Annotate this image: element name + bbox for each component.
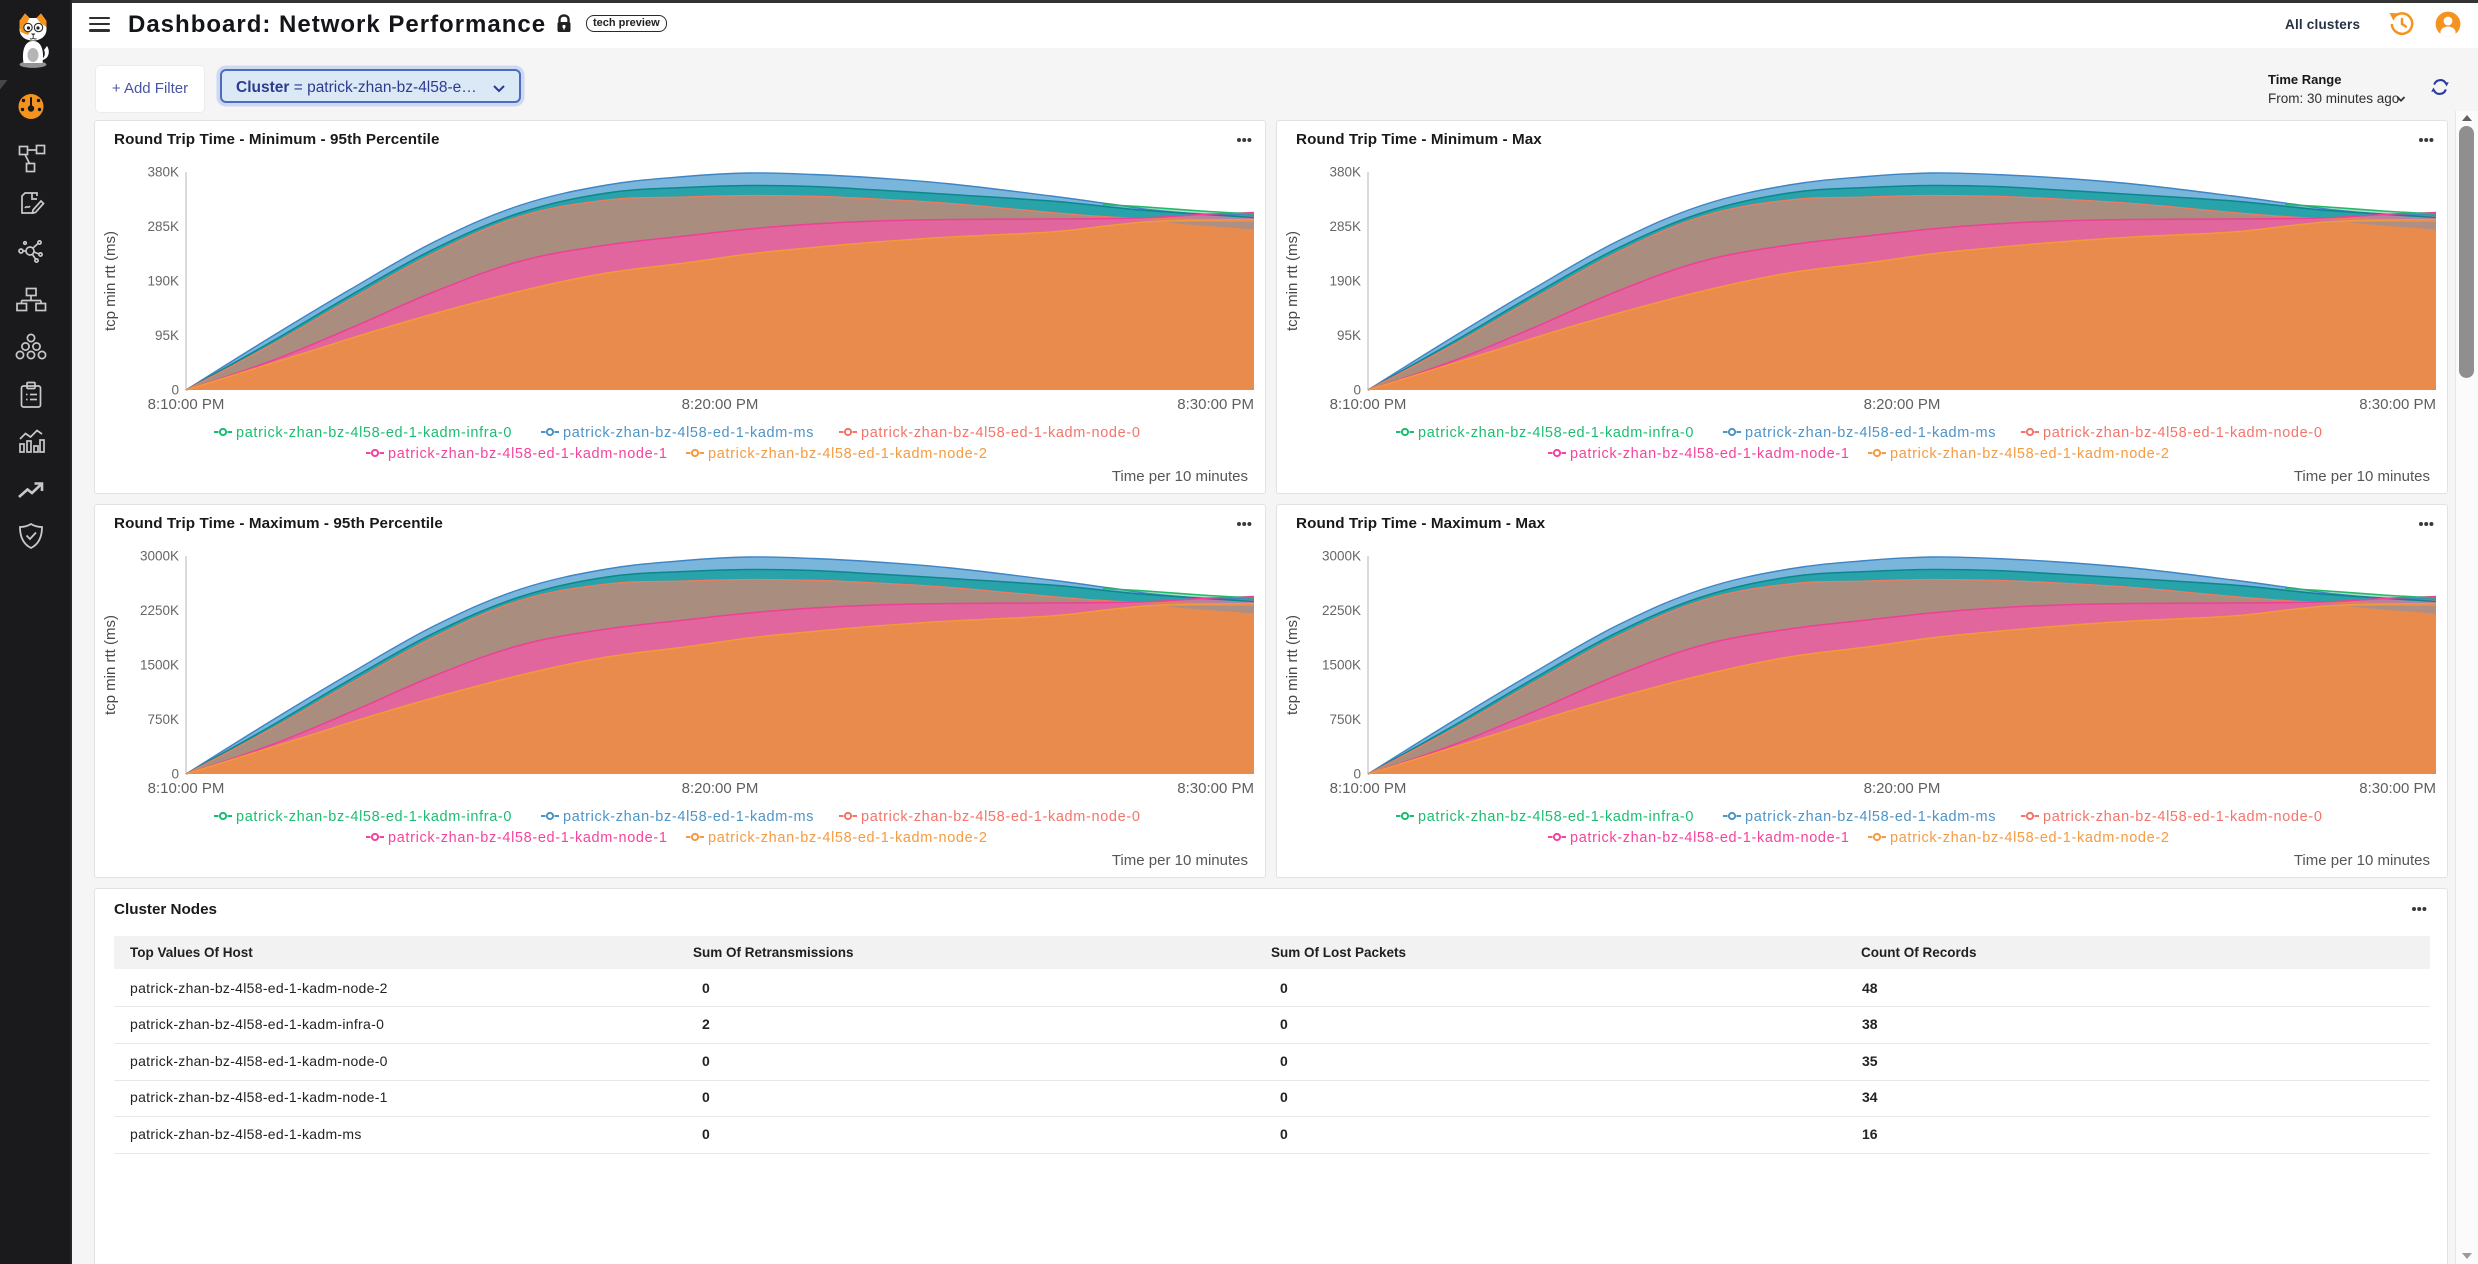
svg-text:285K: 285K bbox=[147, 219, 179, 234]
svg-text:patrick-zhan-bz-4l58-ed-1-kadm: patrick-zhan-bz-4l58-ed-1-kadm-node-0 bbox=[861, 809, 1141, 825]
svg-text:8:10:00 PM: 8:10:00 PM bbox=[148, 396, 225, 413]
svg-text:8:10:00 PM: 8:10:00 PM bbox=[1330, 396, 1407, 413]
svg-text:285K: 285K bbox=[1329, 219, 1361, 234]
svg-text:patrick-zhan-bz-4l58-ed-1-kadm: patrick-zhan-bz-4l58-ed-1-kadm-node-1 bbox=[1570, 446, 1850, 462]
svg-text:3000K: 3000K bbox=[1322, 549, 1361, 564]
svg-text:patrick-zhan-bz-4l58-ed-1-kadm: patrick-zhan-bz-4l58-ed-1-kadm-node-2 bbox=[1890, 830, 2170, 846]
svg-text:2250K: 2250K bbox=[1322, 603, 1361, 618]
svg-text:380K: 380K bbox=[1329, 165, 1361, 180]
svg-text:Time per 10 minutes: Time per 10 minutes bbox=[2294, 468, 2430, 485]
svg-text:1500K: 1500K bbox=[1322, 658, 1361, 673]
svg-text:patrick-zhan-bz-4l58-ed-1-kadm: patrick-zhan-bz-4l58-ed-1-kadm-node-0 bbox=[2043, 425, 2323, 441]
svg-text:190K: 190K bbox=[147, 274, 179, 289]
svg-text:patrick-zhan-bz-4l58-ed-1-kadm: patrick-zhan-bz-4l58-ed-1-kadm-node-1 bbox=[388, 830, 668, 846]
svg-text:750K: 750K bbox=[1329, 712, 1361, 727]
svg-text:8:30:00 PM: 8:30:00 PM bbox=[1177, 396, 1254, 413]
svg-text:190K: 190K bbox=[1329, 274, 1361, 289]
svg-text:Round Trip Time - Maximum - Ma: Round Trip Time - Maximum - Max bbox=[1296, 515, 1546, 532]
svg-text:0: 0 bbox=[1353, 383, 1361, 398]
svg-text:380K: 380K bbox=[147, 165, 179, 180]
svg-text:8:10:00 PM: 8:10:00 PM bbox=[1330, 780, 1407, 797]
svg-text:tcp min rtt (ms): tcp min rtt (ms) bbox=[1284, 615, 1301, 715]
svg-text:Time per 10 minutes: Time per 10 minutes bbox=[2294, 852, 2430, 869]
svg-text:tcp min rtt (ms): tcp min rtt (ms) bbox=[102, 615, 119, 715]
svg-text:8:20:00 PM: 8:20:00 PM bbox=[1864, 396, 1941, 413]
svg-text:8:30:00 PM: 8:30:00 PM bbox=[2359, 396, 2436, 413]
svg-text:patrick-zhan-bz-4l58-ed-1-kadm: patrick-zhan-bz-4l58-ed-1-kadm-ms bbox=[1745, 425, 1996, 441]
svg-text:patrick-zhan-bz-4l58-ed-1-kadm: patrick-zhan-bz-4l58-ed-1-kadm-infra-0 bbox=[236, 425, 512, 441]
svg-text:0: 0 bbox=[171, 383, 179, 398]
svg-text:8:30:00 PM: 8:30:00 PM bbox=[1177, 780, 1254, 797]
svg-text:patrick-zhan-bz-4l58-ed-1-kadm: patrick-zhan-bz-4l58-ed-1-kadm-infra-0 bbox=[1418, 809, 1694, 825]
svg-text:patrick-zhan-bz-4l58-ed-1-kadm: patrick-zhan-bz-4l58-ed-1-kadm-infra-0 bbox=[236, 809, 512, 825]
svg-text:patrick-zhan-bz-4l58-ed-1-kadm: patrick-zhan-bz-4l58-ed-1-kadm-node-1 bbox=[388, 446, 668, 462]
svg-text:0: 0 bbox=[171, 767, 179, 782]
svg-text:8:10:00 PM: 8:10:00 PM bbox=[148, 780, 225, 797]
svg-text:Round Trip Time - Maximum - 95: Round Trip Time - Maximum - 95th Percent… bbox=[114, 515, 443, 532]
svg-text:Time per 10 minutes: Time per 10 minutes bbox=[1112, 852, 1248, 869]
svg-text:Round Trip Time - Minimum - 95: Round Trip Time - Minimum - 95th Percent… bbox=[114, 131, 440, 148]
svg-text:patrick-zhan-bz-4l58-ed-1-kadm: patrick-zhan-bz-4l58-ed-1-kadm-infra-0 bbox=[1418, 425, 1694, 441]
svg-text:2250K: 2250K bbox=[140, 603, 179, 618]
svg-text:Time per 10 minutes: Time per 10 minutes bbox=[1112, 468, 1248, 485]
svg-text:8:20:00 PM: 8:20:00 PM bbox=[682, 396, 759, 413]
svg-text:patrick-zhan-bz-4l58-ed-1-kadm: patrick-zhan-bz-4l58-ed-1-kadm-node-2 bbox=[708, 446, 988, 462]
svg-text:patrick-zhan-bz-4l58-ed-1-kadm: patrick-zhan-bz-4l58-ed-1-kadm-node-2 bbox=[708, 830, 988, 846]
svg-text:tcp min rtt (ms): tcp min rtt (ms) bbox=[1284, 231, 1301, 331]
svg-text:8:20:00 PM: 8:20:00 PM bbox=[1864, 780, 1941, 797]
svg-text:patrick-zhan-bz-4l58-ed-1-kadm: patrick-zhan-bz-4l58-ed-1-kadm-ms bbox=[563, 425, 814, 441]
svg-text:patrick-zhan-bz-4l58-ed-1-kadm: patrick-zhan-bz-4l58-ed-1-kadm-ms bbox=[563, 809, 814, 825]
svg-text:patrick-zhan-bz-4l58-ed-1-kadm: patrick-zhan-bz-4l58-ed-1-kadm-node-0 bbox=[2043, 809, 2323, 825]
svg-text:patrick-zhan-bz-4l58-ed-1-kadm: patrick-zhan-bz-4l58-ed-1-kadm-node-0 bbox=[861, 425, 1141, 441]
svg-text:8:20:00 PM: 8:20:00 PM bbox=[682, 780, 759, 797]
svg-text:3000K: 3000K bbox=[140, 549, 179, 564]
svg-text:patrick-zhan-bz-4l58-ed-1-kadm: patrick-zhan-bz-4l58-ed-1-kadm-ms bbox=[1745, 809, 1996, 825]
svg-text:tcp min rtt (ms): tcp min rtt (ms) bbox=[102, 231, 119, 331]
svg-text:1500K: 1500K bbox=[140, 658, 179, 673]
svg-text:patrick-zhan-bz-4l58-ed-1-kadm: patrick-zhan-bz-4l58-ed-1-kadm-node-1 bbox=[1570, 830, 1850, 846]
svg-text:95K: 95K bbox=[155, 328, 179, 343]
svg-text:8:30:00 PM: 8:30:00 PM bbox=[2359, 780, 2436, 797]
svg-text:95K: 95K bbox=[1337, 328, 1361, 343]
svg-text:0: 0 bbox=[1353, 767, 1361, 782]
svg-text:750K: 750K bbox=[147, 712, 179, 727]
svg-text:patrick-zhan-bz-4l58-ed-1-kadm: patrick-zhan-bz-4l58-ed-1-kadm-node-2 bbox=[1890, 446, 2170, 462]
svg-text:Round Trip Time - Minimum - Ma: Round Trip Time - Minimum - Max bbox=[1296, 131, 1542, 148]
